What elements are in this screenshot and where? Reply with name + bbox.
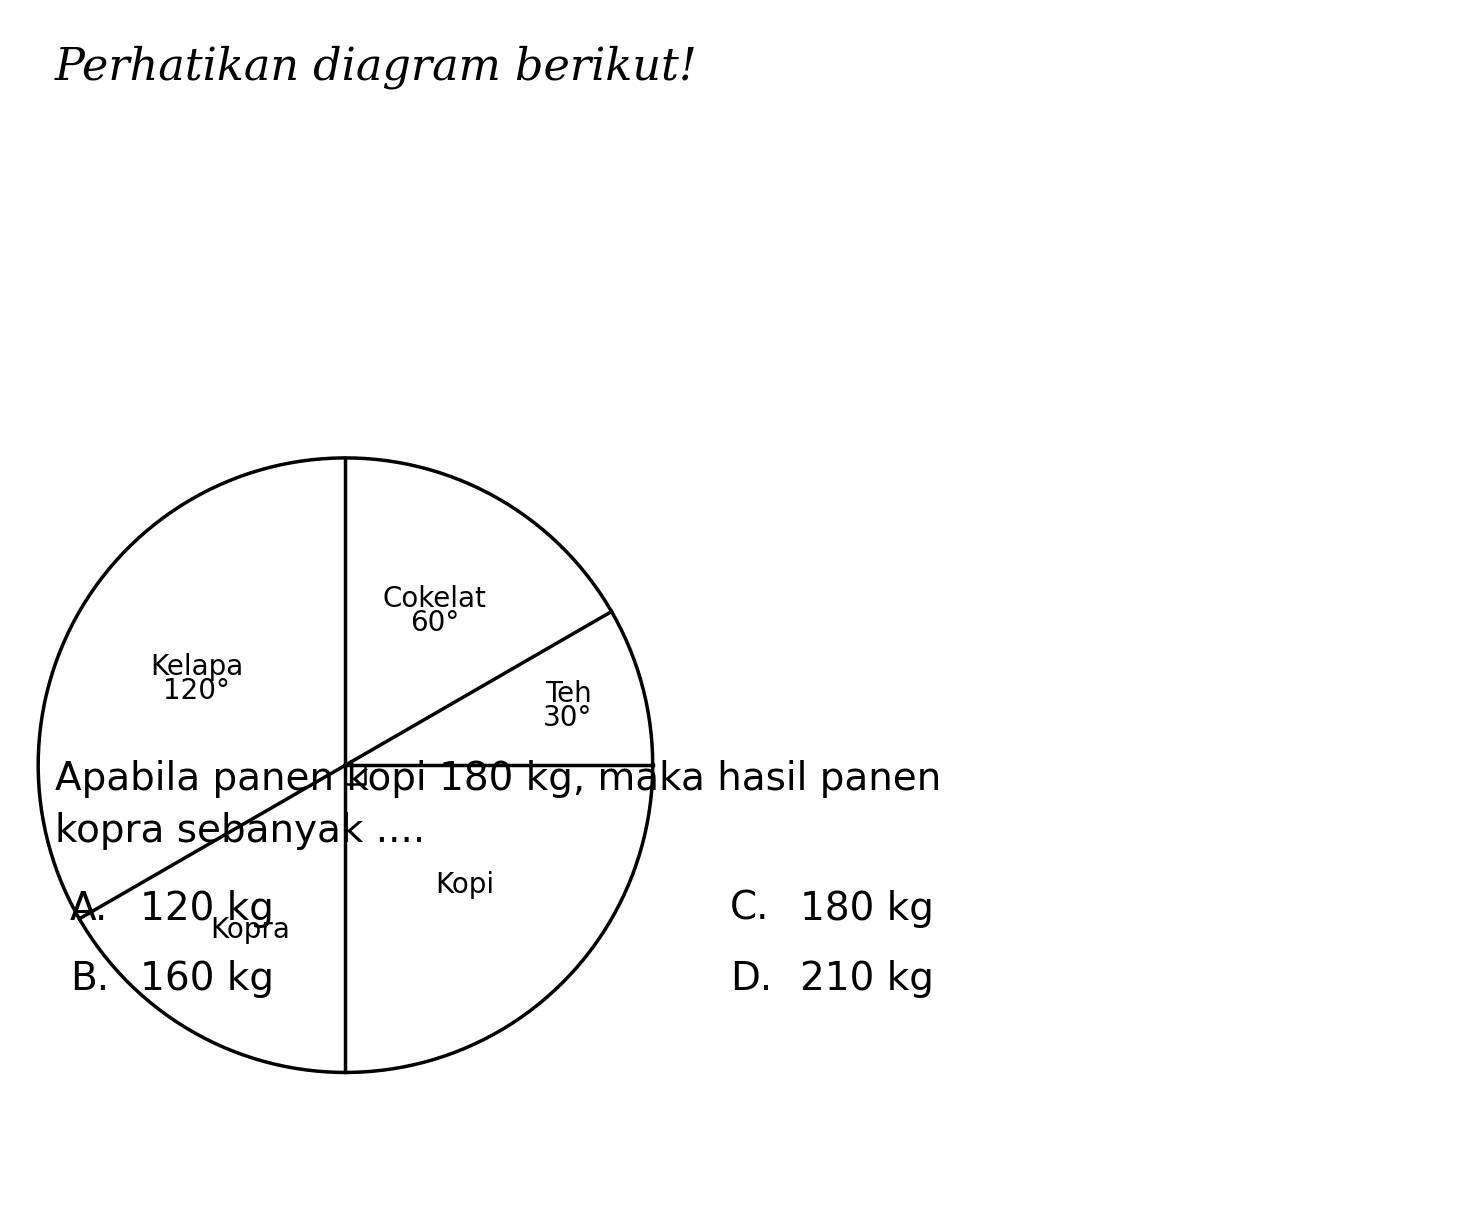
Text: 120°: 120°	[163, 677, 229, 705]
Text: 30°: 30°	[544, 704, 592, 731]
Text: kopra sebanyak ....: kopra sebanyak ....	[54, 812, 425, 850]
Text: B.: B.	[71, 960, 109, 998]
Text: Cokelat: Cokelat	[382, 584, 487, 613]
Text: 120 kg: 120 kg	[140, 890, 273, 928]
Text: 160 kg: 160 kg	[140, 960, 273, 998]
Text: C.: C.	[731, 890, 769, 928]
Text: 210 kg: 210 kg	[800, 960, 933, 998]
Text: D.: D.	[731, 960, 772, 998]
Text: Kopra: Kopra	[210, 916, 290, 945]
Text: Apabila panen kopi 180 kg, maka hasil panen: Apabila panen kopi 180 kg, maka hasil pa…	[54, 760, 941, 798]
Text: Kelapa: Kelapa	[150, 653, 243, 681]
Text: Perhatikan diagram berikut!: Perhatikan diagram berikut!	[54, 45, 698, 89]
Text: Kopi: Kopi	[435, 871, 494, 899]
Text: 60°: 60°	[410, 609, 459, 636]
Text: Teh: Teh	[545, 680, 591, 707]
Text: 180 kg: 180 kg	[800, 890, 933, 928]
Text: A.: A.	[71, 890, 109, 928]
